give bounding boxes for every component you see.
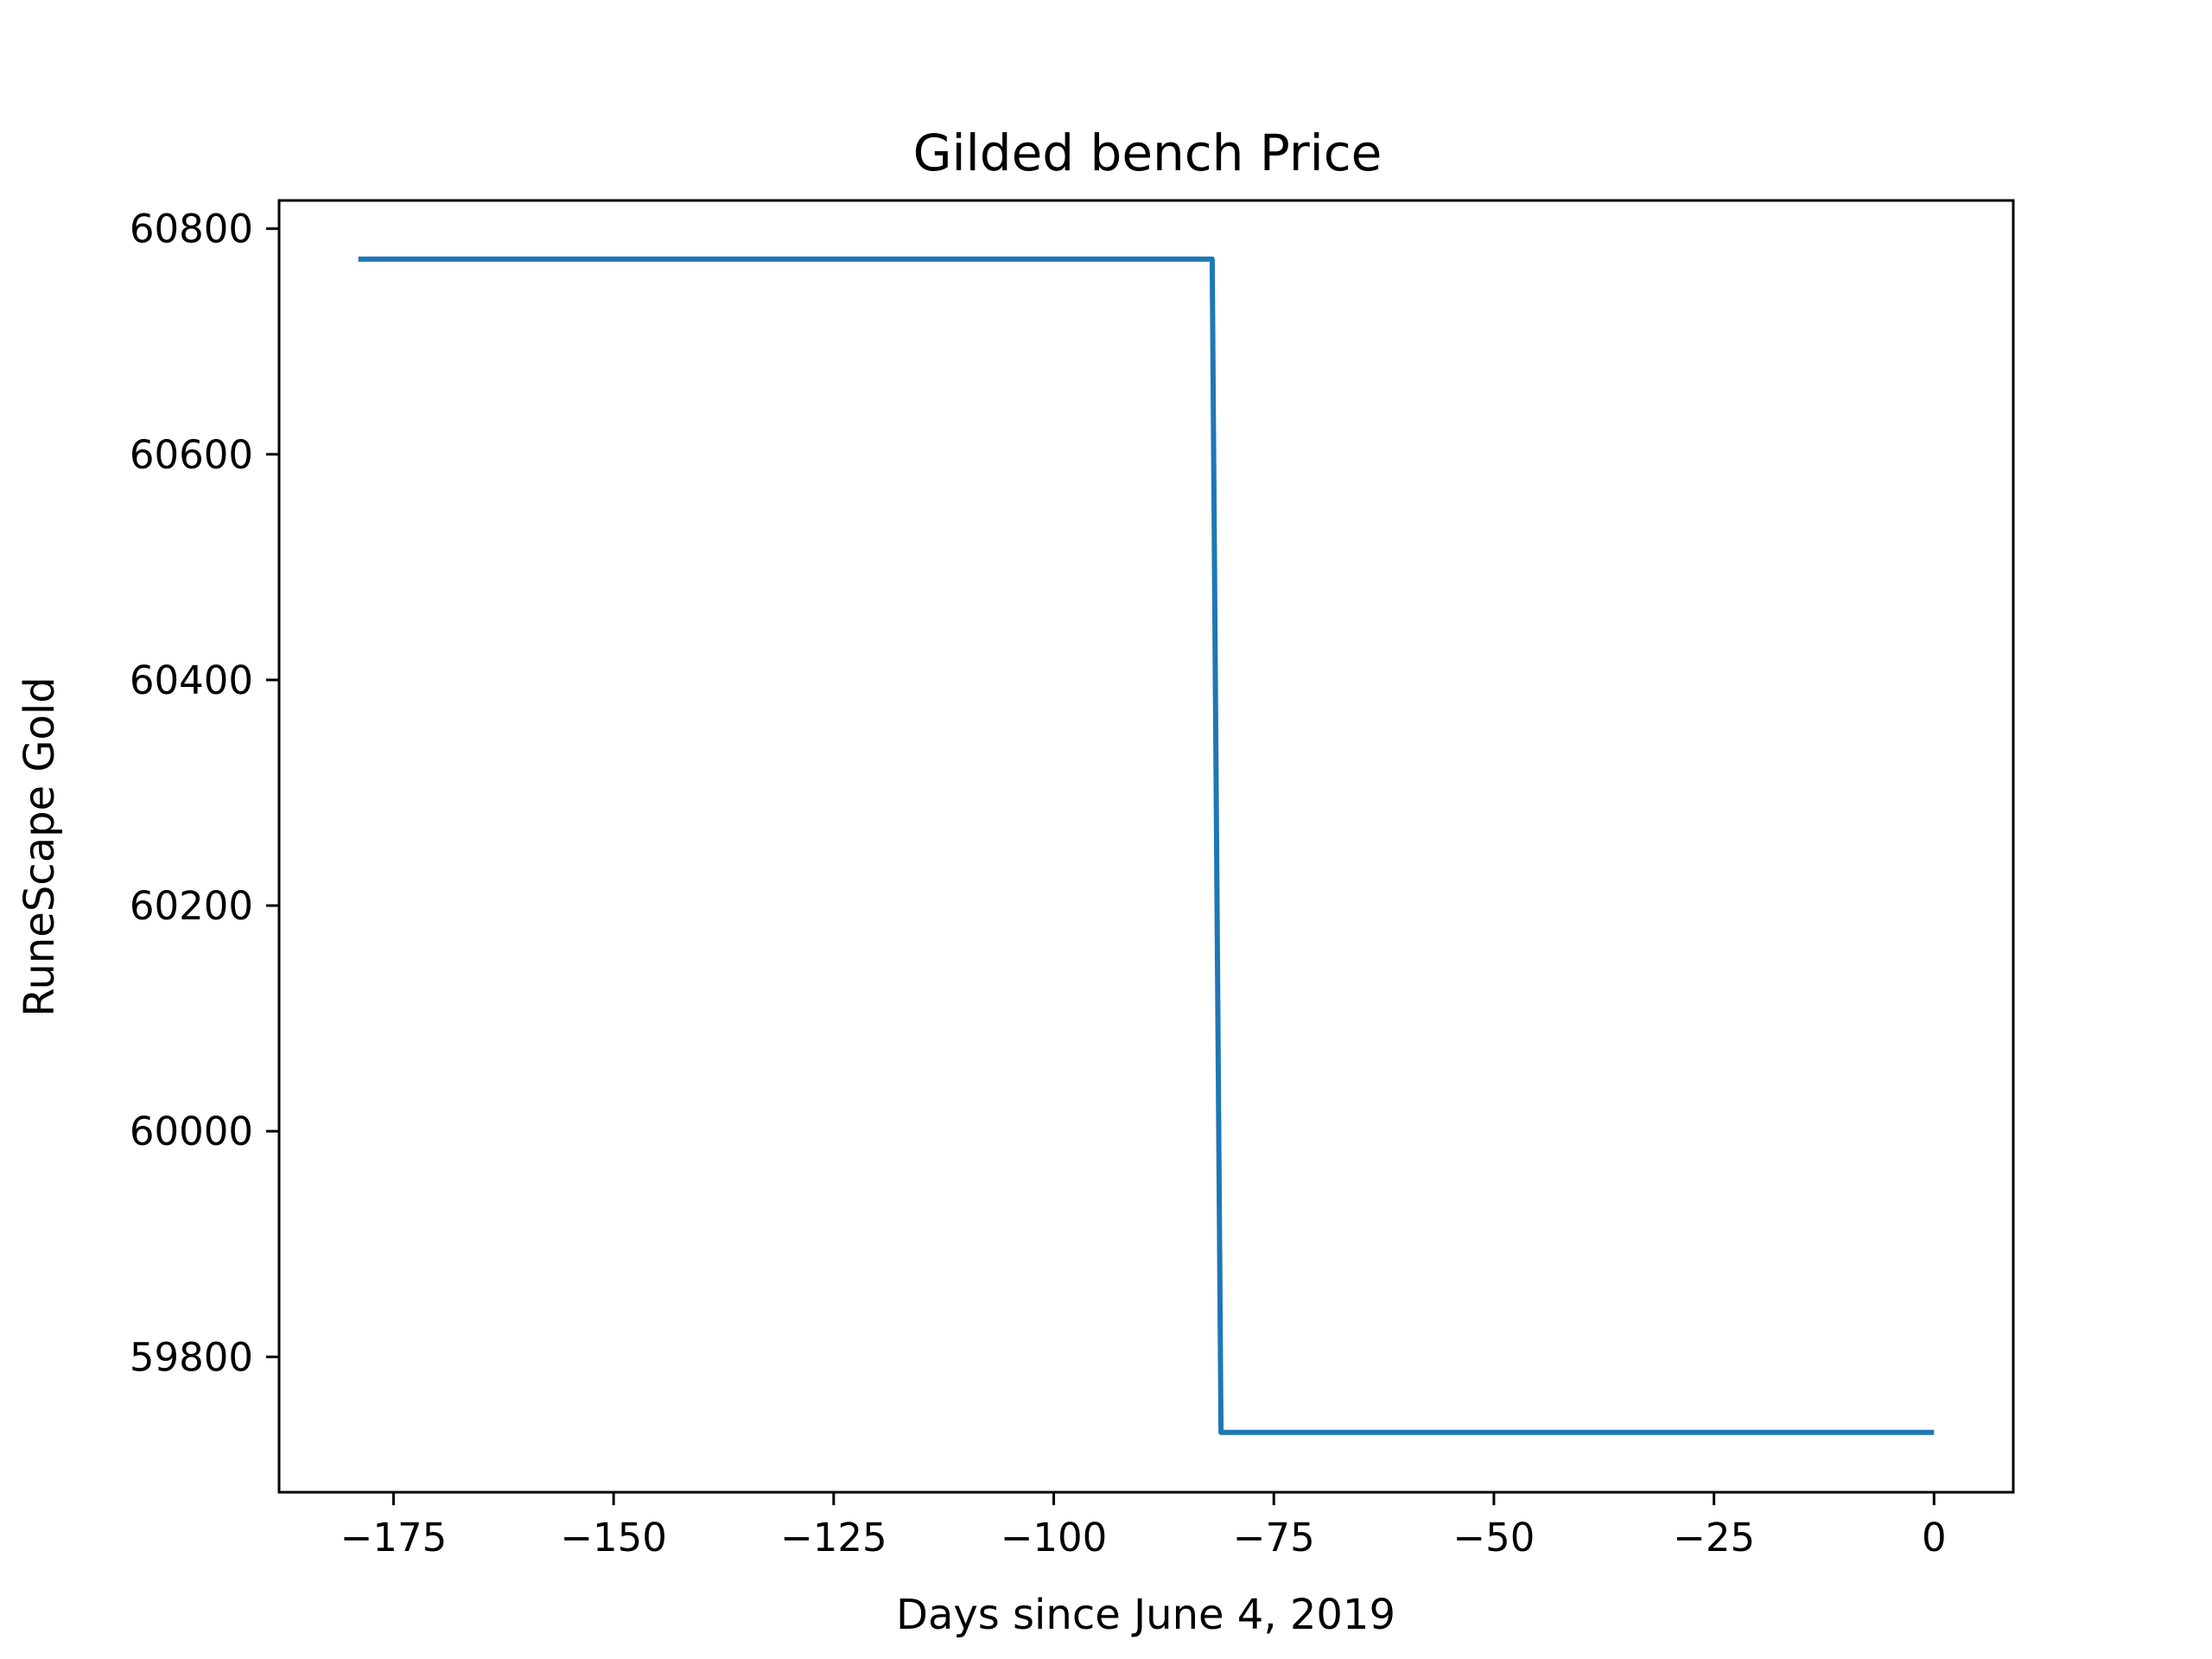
x-tick-label: −100 (1001, 1515, 1108, 1560)
y-tick-label: 59800 (130, 1334, 253, 1380)
y-tick-label: 60800 (130, 207, 253, 252)
x-axis-title: Days since June 4, 2019 (896, 1591, 1395, 1639)
x-tick-label: −125 (780, 1515, 887, 1560)
y-axis-ticks: 59800 60000 60200 60400 60600 60800 (130, 207, 279, 1380)
x-tick-label: 0 (1922, 1515, 1947, 1560)
x-tick-label: −75 (1233, 1515, 1315, 1560)
x-tick-label: −50 (1452, 1515, 1535, 1560)
plot-area (358, 256, 1935, 1435)
y-tick-label: 60000 (130, 1109, 253, 1154)
y-tick-label: 60600 (130, 432, 253, 478)
x-tick-label: −150 (560, 1515, 667, 1560)
series-line-0 (358, 256, 1935, 1435)
x-axis-ticks: −175 −150 −125 −100 −75 −50 −25 0 (340, 1492, 1947, 1560)
x-tick-label: −175 (340, 1515, 448, 1560)
chart-title: Gilded bench Price (913, 124, 1382, 182)
y-axis-title: RuneScape Gold (16, 677, 64, 1016)
y-tick-label: 60200 (130, 883, 253, 929)
x-tick-label: −25 (1673, 1515, 1755, 1560)
y-tick-label: 60400 (130, 658, 253, 703)
axes-frame (277, 199, 2015, 1494)
